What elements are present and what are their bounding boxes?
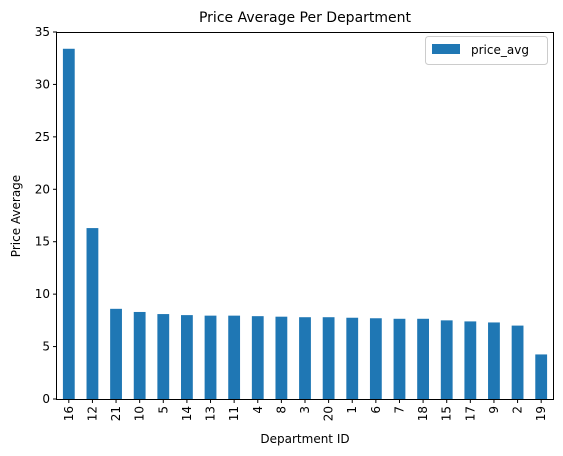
- legend-swatch: [432, 44, 460, 54]
- bars-group: [62, 48, 548, 400]
- bar-6: [369, 318, 382, 399]
- legend: price_avg: [425, 36, 548, 65]
- bar-21: [110, 308, 122, 399]
- x-axis: 16 12 21 10 5 14 13 11 4 8 3 20 1 6 7 18 15 17 9 2 19: [62, 399, 548, 421]
- legend-box: [425, 36, 548, 65]
- bar-5: [157, 314, 170, 399]
- x-tick-label: 8: [274, 406, 288, 414]
- x-tick-label: 6: [369, 406, 383, 414]
- x-tick-label: 12: [85, 406, 99, 421]
- x-tick-label: 19: [534, 406, 548, 421]
- x-tick-label: 16: [62, 406, 76, 421]
- bar-9: [488, 322, 500, 399]
- y-tick-label: 15: [35, 235, 50, 249]
- x-tick-label: 21: [109, 406, 123, 421]
- bar-1: [346, 317, 359, 399]
- y-tick-label: 35: [35, 25, 50, 39]
- bar-3: [299, 317, 311, 399]
- bar-10: [133, 311, 146, 399]
- x-tick-label: 1: [345, 406, 359, 414]
- bar-2: [511, 325, 524, 399]
- y-tick-label: 5: [42, 340, 50, 354]
- x-tick-label: 9: [487, 406, 501, 414]
- y-tick-label: 10: [35, 287, 50, 301]
- bar-7: [393, 318, 406, 399]
- x-tick-label: 7: [392, 406, 406, 414]
- y-axis: 0 5 10 15 20 25 30 35: [35, 25, 57, 406]
- y-tick-label: 20: [35, 182, 50, 196]
- bar-17: [464, 321, 477, 399]
- x-tick-label: 17: [463, 406, 477, 421]
- plot-frame: [56, 32, 554, 400]
- bar-16: [62, 48, 75, 400]
- x-axis-label: Department ID: [260, 432, 349, 446]
- bar-8: [275, 316, 288, 399]
- bar-18: [417, 318, 429, 399]
- bar-4: [251, 316, 264, 399]
- y-tick-label: 30: [35, 77, 50, 91]
- x-tick-label: 3: [298, 406, 312, 414]
- bar-12: [86, 228, 99, 399]
- y-tick-label: 0: [42, 392, 50, 406]
- x-tick-label: 20: [322, 406, 336, 421]
- bar-14: [181, 315, 193, 399]
- x-tick-label: 2: [511, 406, 525, 414]
- x-tick-label: 5: [156, 406, 170, 414]
- y-axis-label: Price Average: [9, 175, 23, 257]
- x-tick-label: 14: [180, 406, 194, 421]
- chart-title: Price Average Per Department: [199, 10, 412, 26]
- x-tick-label: 13: [204, 406, 218, 421]
- bar-20: [322, 317, 335, 399]
- x-tick-label: 18: [416, 406, 430, 421]
- x-tick-label: 10: [133, 406, 147, 421]
- x-tick-label: 11: [227, 406, 241, 421]
- x-tick-label: 15: [440, 406, 454, 421]
- bar-11: [228, 315, 241, 399]
- y-tick-label: 25: [35, 130, 50, 144]
- bar-15: [440, 320, 453, 399]
- bar-13: [204, 315, 217, 399]
- legend-label: price_avg: [471, 43, 529, 57]
- bar-19: [535, 354, 548, 399]
- x-tick-label: 4: [251, 406, 265, 414]
